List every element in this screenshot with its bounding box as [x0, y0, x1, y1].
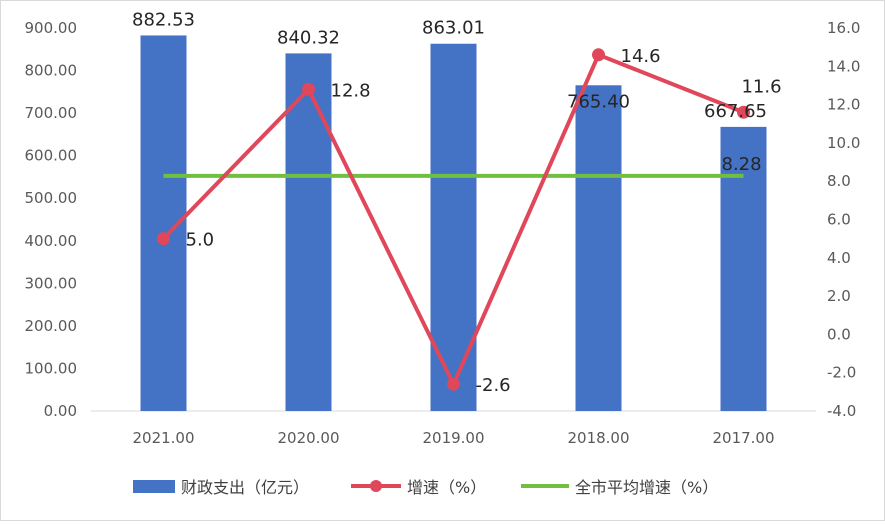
legend-bar-swatch — [133, 480, 175, 493]
line-value-label: 12.8 — [331, 80, 371, 101]
x-tick-label: 2019.00 — [422, 429, 484, 447]
line-point — [447, 377, 460, 391]
line-point — [302, 82, 315, 96]
right-tick-label: 6.0 — [827, 211, 851, 229]
x-tick-label: 2017.00 — [712, 429, 774, 447]
bar-value-label: 765.40 — [567, 91, 630, 112]
bar — [575, 85, 622, 411]
x-tick-label: 2021.00 — [132, 429, 194, 447]
right-tick-label: 4.0 — [827, 249, 851, 267]
bar-value-label: 667.65 — [704, 101, 767, 122]
line-value-label: -2.6 — [476, 375, 511, 396]
left-tick-label: 300.00 — [25, 274, 78, 292]
x-axis-ticks: 2021.00 2020.00 2019.00 2018.00 2017.00 — [132, 429, 774, 447]
right-tick-label: 10.0 — [827, 134, 860, 152]
left-tick-label: 0.00 — [44, 402, 77, 420]
right-tick-label: -4.0 — [827, 402, 856, 420]
right-tick-label: 12.0 — [827, 96, 860, 114]
line-series — [157, 48, 750, 391]
right-tick-label: 14.0 — [827, 57, 860, 75]
legend-avg-label: 全市平均增速（%） — [575, 478, 718, 497]
line-point — [592, 48, 605, 62]
bar-value-label: 840.32 — [277, 27, 340, 48]
left-tick-label: 400.00 — [25, 232, 78, 250]
line-point — [157, 232, 170, 246]
left-tick-label: 200.00 — [25, 317, 78, 335]
line-value-label: 5.0 — [186, 230, 215, 251]
bar-value-label: 882.53 — [132, 9, 195, 30]
left-axis-ticks: 0.00 100.00 200.00 300.00 400.00 500.00 600.00… — [25, 19, 78, 420]
average-value-label: 8.28 — [722, 154, 762, 175]
right-tick-label: 0.0 — [827, 325, 851, 343]
data-labels: 882.53 840.32 863.01 765.40 667.65 5.0 12.8 -2.… — [132, 9, 782, 396]
right-tick-label: 2.0 — [827, 287, 851, 305]
x-tick-label: 2018.00 — [567, 429, 629, 447]
right-axis-ticks: -4.0 -2.0 0.0 2.0 4.0 6.0 8.0 10.0 12.0 14.0 16.0 — [827, 19, 860, 420]
left-tick-label: 100.00 — [25, 359, 78, 377]
left-tick-label: 900.00 — [25, 19, 78, 37]
left-tick-label: 500.00 — [25, 189, 78, 207]
line-point — [737, 105, 750, 119]
bar — [285, 53, 332, 411]
x-tick-label: 2020.00 — [277, 429, 339, 447]
left-tick-label: 600.00 — [25, 147, 78, 165]
legend-line-marker — [370, 480, 382, 492]
legend-line-label: 增速（%） — [407, 478, 486, 497]
left-tick-label: 700.00 — [25, 104, 78, 122]
line-value-label: 11.6 — [741, 76, 781, 97]
legend-bar-label: 财政支出（亿元） — [181, 478, 309, 497]
right-tick-label: 8.0 — [827, 172, 851, 190]
right-tick-label: 16.0 — [827, 19, 860, 37]
line-value-label: 14.6 — [621, 46, 661, 67]
bar-value-label: 863.01 — [422, 18, 485, 39]
right-tick-label: -2.0 — [827, 364, 856, 382]
bar-series — [140, 35, 767, 412]
left-tick-label: 800.00 — [25, 62, 78, 80]
legend: 财政支出（亿元） 增速（%） 全市平均增速（%） — [133, 478, 718, 497]
